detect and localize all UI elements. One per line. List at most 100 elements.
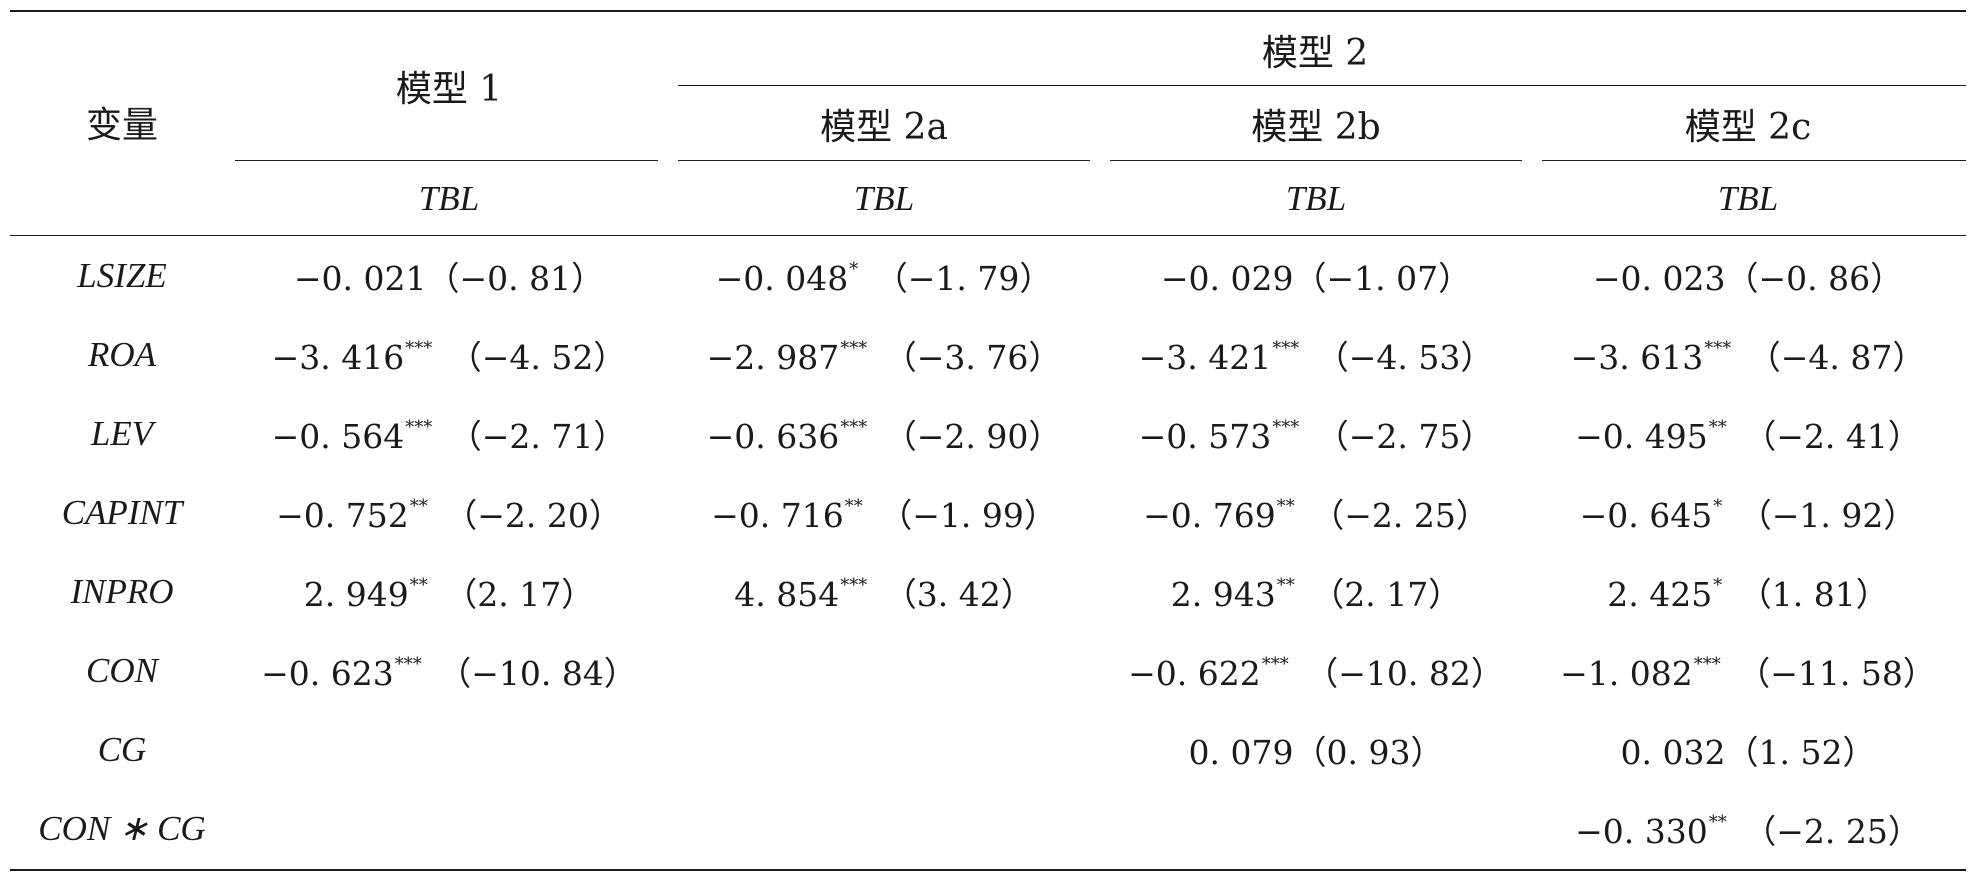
coefficient-value: −0. 645: [1579, 496, 1713, 535]
model2b-header: 模型 2b: [1251, 107, 1381, 148]
t-statistic: （−0. 86）: [1725, 259, 1904, 298]
coefficient-cell: −0. 564*** （−2. 71）: [272, 410, 627, 458]
model2b-sub-rule: [1110, 160, 1522, 161]
significance-stars: *: [849, 259, 859, 280]
significance-stars: ***: [840, 417, 868, 438]
variable-name: CG: [97, 730, 147, 769]
variable-name: INPRO: [70, 572, 174, 611]
variable-name: CON: [86, 651, 158, 690]
coefficient-value: −1. 082: [1560, 654, 1693, 693]
coefficient-value: −0. 623: [261, 654, 394, 693]
coefficient-cell: −0. 716** （−1. 99）: [711, 489, 1057, 537]
coefficient-value: 0. 079: [1188, 733, 1294, 772]
model2c-header: 模型 2c: [1684, 107, 1812, 148]
t-statistic: （−1. 07）: [1293, 259, 1472, 298]
coefficient-value: −0. 752: [276, 496, 409, 535]
coefficient-cell: −0. 023（−0. 86）: [1593, 252, 1903, 300]
coefficient-value: −0. 023: [1592, 259, 1726, 298]
coefficient-cell: 4. 854*** （3. 42）: [734, 568, 1033, 616]
t-statistic: （0. 93）: [1293, 733, 1444, 772]
significance-stars: **: [409, 575, 428, 596]
coefficient-value: −0. 636: [706, 417, 840, 456]
coefficient-cell: 0. 079（0. 93）: [1189, 726, 1444, 774]
coefficient-value: −0. 622: [1128, 654, 1261, 693]
coefficient-cell: −0. 645* （−1. 92）: [1580, 489, 1917, 537]
variable-name: ROA: [87, 335, 157, 374]
coefficient-value: 0. 032: [1620, 733, 1726, 772]
header-bottom-rule: [10, 235, 1966, 236]
coefficient-cell: −3. 613*** （−4. 87）: [1571, 331, 1926, 379]
t-statistic: （−2. 90）: [883, 417, 1062, 456]
coefficient-cell: −3. 416*** （−4. 52）: [272, 331, 627, 379]
model1-sub-rule: [235, 160, 658, 161]
coefficient-cell: −2. 987*** （−3. 76）: [707, 331, 1062, 379]
coefficient-cell: 2. 943** （2. 17）: [1171, 568, 1461, 616]
coefficient-value: −3. 613: [1570, 338, 1704, 377]
variable-header: 变量: [85, 105, 159, 146]
coefficient-value: −0. 021: [293, 259, 427, 298]
dependent-label-model2a: TBL: [853, 179, 915, 218]
significance-stars: **: [1276, 496, 1295, 517]
coefficient-cell: −3. 421*** （−4. 53）: [1139, 331, 1494, 379]
model2a-sub-rule: [678, 160, 1090, 161]
coefficient-cell: 2. 425* （1. 81）: [1607, 568, 1888, 616]
model2c-sub-rule: [1542, 160, 1966, 161]
t-statistic: （−1. 79）: [874, 259, 1053, 298]
significance-stars: ***: [840, 575, 868, 596]
significance-stars: *: [1713, 575, 1723, 596]
coefficient-value: 2. 949: [303, 575, 409, 614]
dependent-label-model2c: TBL: [1717, 179, 1779, 218]
t-statistic: （−2. 75）: [1315, 417, 1494, 456]
significance-stars: **: [1276, 575, 1295, 596]
coefficient-value: −0. 769: [1143, 496, 1276, 535]
t-statistic: （−2. 20）: [444, 496, 622, 535]
t-statistic: （−4. 53）: [1315, 338, 1494, 377]
variable-name: LEV: [90, 414, 154, 453]
model2a-header: 模型 2a: [820, 107, 948, 148]
t-statistic: （−4. 87）: [1747, 338, 1926, 377]
coefficient-cell: −0. 330** （−2. 25）: [1575, 805, 1921, 853]
coefficient-cell: −0. 573*** （−2. 75）: [1139, 410, 1494, 458]
coefficient-value: 2. 425: [1607, 575, 1713, 614]
coefficient-value: −0. 029: [1160, 259, 1294, 298]
variable-name: LSIZE: [77, 256, 167, 295]
significance-stars: *: [1713, 496, 1723, 517]
t-statistic: （1. 81）: [1738, 575, 1889, 614]
coefficient-cell: −0. 622*** （−10. 82）: [1128, 647, 1504, 695]
significance-stars: ***: [405, 417, 433, 438]
coefficient-cell: 0. 032（1. 52）: [1621, 726, 1876, 774]
t-statistic: （−2. 41）: [1743, 417, 1921, 456]
t-statistic: （2. 17）: [1311, 575, 1462, 614]
coefficient-cell: −1. 082*** （−11. 58）: [1560, 647, 1936, 695]
coefficient-value: −0. 564: [271, 417, 405, 456]
coefficient-value: −2. 987: [706, 338, 840, 377]
significance-stars: ***: [405, 338, 433, 359]
dependent-label-model1: TBL: [418, 179, 480, 218]
coefficient-cell: −0. 495** （−2. 41）: [1575, 410, 1921, 458]
coefficient-cell: −0. 769** （−2. 25）: [1143, 489, 1489, 537]
coefficient-cell: −0. 752** （−2. 20）: [276, 489, 622, 537]
t-statistic: （−10. 82）: [1305, 654, 1504, 693]
t-statistic: （1. 52）: [1725, 733, 1876, 772]
t-statistic: （−10. 84）: [438, 654, 637, 693]
coefficient-cell: −0. 029（−1. 07）: [1161, 252, 1471, 300]
coefficient-value: −3. 421: [1138, 338, 1272, 377]
variable-name: CON ∗ CG: [38, 809, 206, 848]
significance-stars: ***: [1272, 338, 1300, 359]
significance-stars: **: [844, 496, 863, 517]
t-statistic: （−1. 92）: [1738, 496, 1917, 535]
table-top-rule: [10, 10, 1966, 12]
coefficient-value: −0. 495: [1575, 417, 1708, 456]
coefficient-value: 4. 854: [734, 575, 840, 614]
t-statistic: （−11. 58）: [1737, 654, 1936, 693]
coefficient-cell: −0. 623*** （−10. 84）: [261, 647, 637, 695]
significance-stars: ***: [1261, 654, 1289, 675]
model2-header: 模型 2: [1261, 33, 1369, 74]
coefficient-value: −0. 573: [1138, 417, 1272, 456]
t-statistic: （2. 17）: [444, 575, 595, 614]
significance-stars: ***: [840, 338, 868, 359]
significance-stars: **: [409, 496, 428, 517]
model2-rule: [678, 85, 1966, 86]
t-statistic: （−4. 52）: [448, 338, 627, 377]
t-statistic: （3. 42）: [883, 575, 1034, 614]
